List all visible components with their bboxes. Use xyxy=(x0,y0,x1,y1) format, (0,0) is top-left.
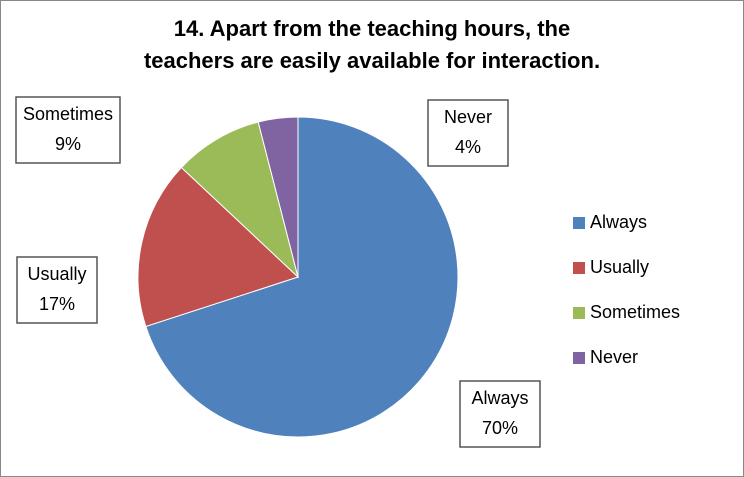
legend-label: Always xyxy=(590,212,647,232)
legend-label: Never xyxy=(590,347,638,367)
data-label-category: Usually xyxy=(27,264,86,284)
data-label-category: Always xyxy=(471,388,528,408)
pie-slice xyxy=(145,116,459,438)
pie-slice xyxy=(257,116,299,278)
data-label-value: 17% xyxy=(39,294,75,314)
chart-title: 14. Apart from the teaching hours, the xyxy=(174,16,570,41)
legend-label: Usually xyxy=(590,257,649,277)
data-label-category: Never xyxy=(444,107,492,127)
data-label-box xyxy=(427,99,509,167)
data-label-value: 4% xyxy=(455,137,481,157)
chart-title: teachers are easily available for intera… xyxy=(144,48,600,73)
legend-swatch xyxy=(573,307,585,319)
legend-swatch xyxy=(573,217,585,229)
legend-swatch xyxy=(573,262,585,274)
data-label-box xyxy=(16,256,98,324)
legend-swatch xyxy=(573,352,585,364)
data-label-box xyxy=(15,96,121,164)
data-label-category: Sometimes xyxy=(23,104,113,124)
pie-slice xyxy=(137,166,299,328)
legend-label: Sometimes xyxy=(590,302,680,322)
data-label-value: 9% xyxy=(55,134,81,154)
pie-slice xyxy=(180,121,299,279)
data-label-box xyxy=(459,380,541,448)
data-label-value: 70% xyxy=(482,418,518,438)
